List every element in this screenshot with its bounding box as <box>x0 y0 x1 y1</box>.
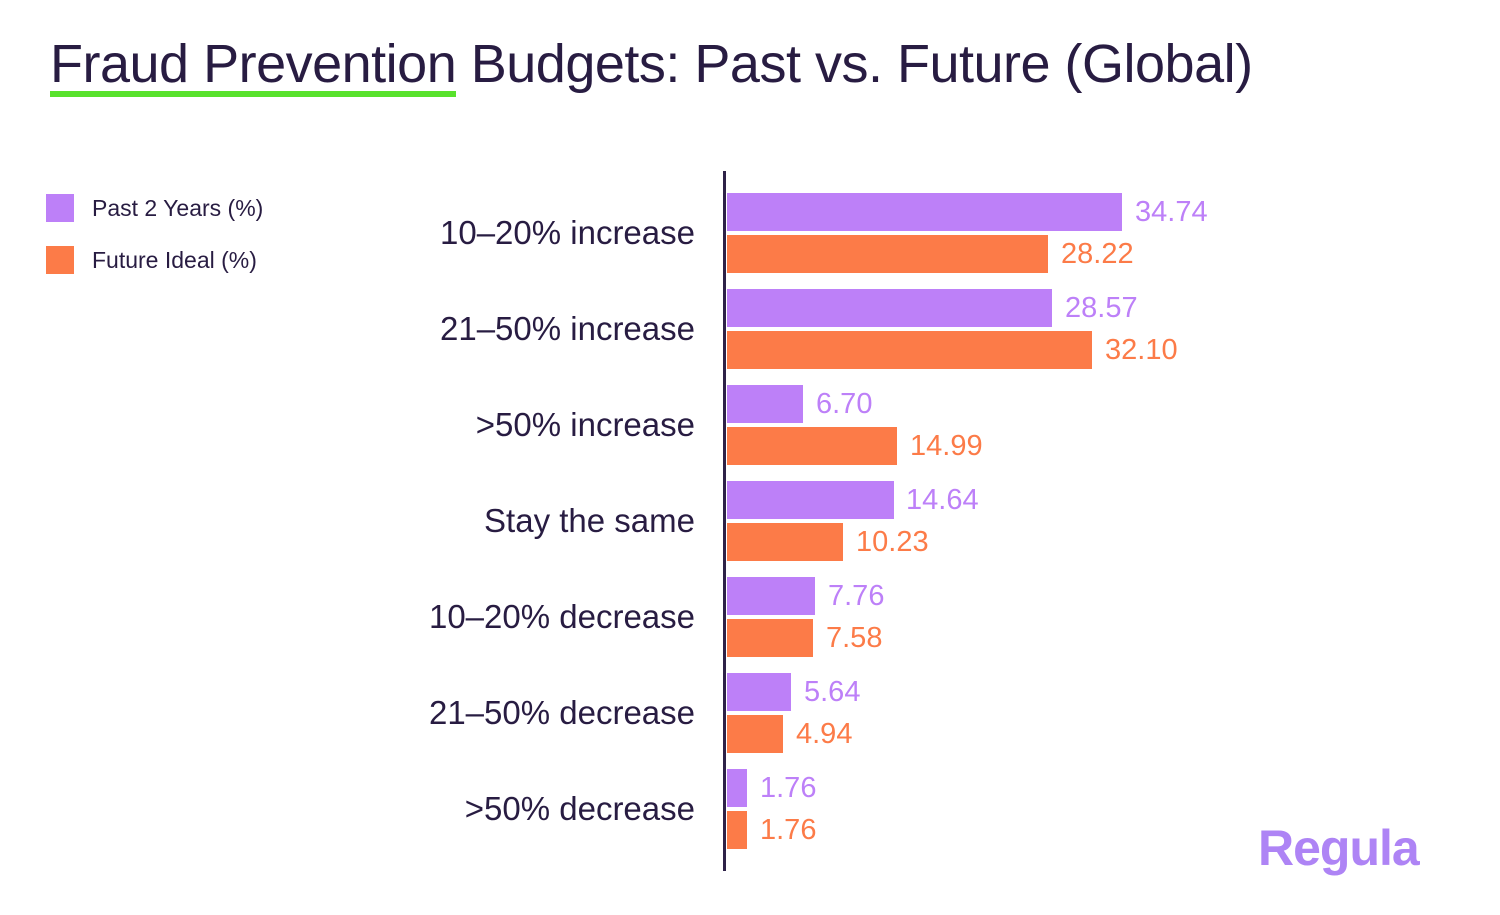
chart-row: 21–50% increase 28.57 32.10 <box>0 289 1500 369</box>
chart-row: 10–20% increase 34.74 28.22 <box>0 193 1500 273</box>
value-label-past: 5.64 <box>804 676 861 708</box>
bar-future-ideal <box>727 523 844 561</box>
bar-future-ideal <box>727 427 898 465</box>
bar-past-2-years <box>727 769 747 807</box>
bar-future-ideal <box>727 235 1048 273</box>
legend-label-future: Future Ideal (%) <box>92 246 257 273</box>
legend-swatch-future <box>46 246 74 274</box>
value-label-past: 1.76 <box>760 772 817 804</box>
bar-past-2-years <box>727 289 1052 327</box>
category-label: 10–20% decrease <box>428 598 695 635</box>
category-label: 21–50% increase <box>439 310 695 347</box>
page-title: Fraud Prevention Budgets: Past vs. Futur… <box>50 37 1253 97</box>
value-label-past: 34.74 <box>1135 196 1208 228</box>
bar-chart: 10–20% increase 34.74 28.22 21–50% incre… <box>0 171 1500 872</box>
category-label: 21–50% decrease <box>428 694 695 731</box>
bar-past-2-years <box>727 481 894 519</box>
bar-past-2-years <box>727 193 1122 231</box>
value-label-past: 28.57 <box>1065 292 1138 324</box>
bar-future-ideal <box>727 715 784 753</box>
category-label: Stay the same <box>484 502 695 539</box>
legend-item-past: Past 2 Years (%) <box>46 194 263 222</box>
legend-label-past: Past 2 Years (%) <box>92 194 264 221</box>
chart-row: >50% decrease 1.76 1.76 <box>0 769 1500 849</box>
value-label-future: 14.99 <box>910 430 983 462</box>
bar-past-2-years <box>727 577 816 615</box>
category-label: >50% decrease <box>464 790 695 827</box>
value-label-past: 14.64 <box>906 484 979 516</box>
bar-future-ideal <box>727 811 747 849</box>
value-label-past: 7.76 <box>828 580 885 612</box>
y-axis-line <box>723 171 726 871</box>
legend-item-future: Future Ideal (%) <box>46 246 263 274</box>
legend: Past 2 Years (%) Future Ideal (%) <box>46 194 263 298</box>
value-label-past: 6.70 <box>816 388 873 420</box>
title-rest: Budgets: Past vs. Future (Global) <box>456 34 1253 94</box>
value-label-future: 28.22 <box>1061 238 1134 270</box>
chart-row: 10–20% decrease 7.76 7.58 <box>0 577 1500 657</box>
title-highlight: Fraud Prevention <box>50 37 457 97</box>
chart-row: Stay the same 14.64 10.23 <box>0 481 1500 561</box>
chart-row: >50% increase 6.70 14.99 <box>0 385 1500 465</box>
regula-logo: Regula <box>1258 820 1420 876</box>
value-label-future: 7.58 <box>826 622 883 654</box>
legend-swatch-past <box>46 194 74 222</box>
bar-future-ideal <box>727 331 1092 369</box>
chart-row: 21–50% decrease 5.64 4.94 <box>0 673 1500 753</box>
value-label-future: 4.94 <box>796 718 853 750</box>
category-label: >50% increase <box>475 406 695 443</box>
bar-future-ideal <box>727 619 814 657</box>
value-label-future: 32.10 <box>1105 334 1178 366</box>
bar-past-2-years <box>727 385 804 423</box>
value-label-future: 1.76 <box>760 814 817 846</box>
bar-past-2-years <box>727 673 792 711</box>
category-label: 10–20% increase <box>439 214 695 251</box>
value-label-future: 10.23 <box>856 526 929 558</box>
